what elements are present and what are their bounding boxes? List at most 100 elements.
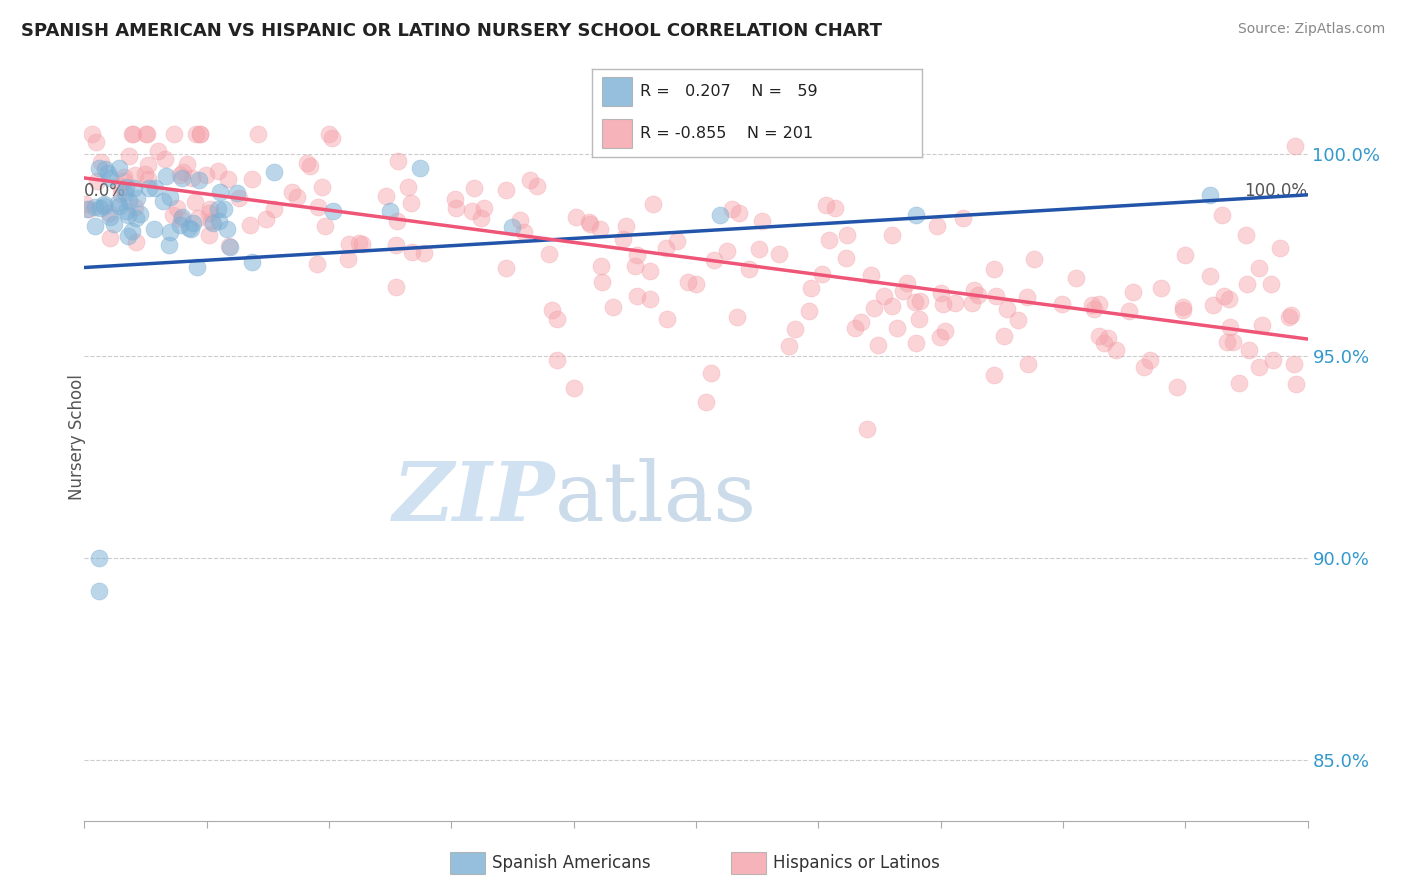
Point [318, 128, 340, 142]
Point [1173, 300, 1195, 314]
Point [84, 135, 107, 149]
Point [1083, 302, 1105, 317]
Point [219, 240, 242, 254]
Point [349, 235, 371, 250]
Point [908, 293, 931, 308]
Point [537, 247, 560, 261]
Point [1092, 335, 1115, 350]
Point [880, 299, 903, 313]
Point [90, 154, 112, 169]
Point [727, 206, 749, 220]
Point [905, 208, 928, 222]
Point [1250, 318, 1272, 332]
Point [186, 128, 208, 142]
Point [114, 186, 136, 200]
Point [115, 180, 138, 194]
Y-axis label: Nursery School: Nursery School [69, 374, 86, 500]
Point [1064, 271, 1087, 285]
Point [183, 195, 205, 210]
Point [170, 212, 193, 227]
Point [242, 254, 264, 268]
Point [943, 296, 966, 310]
Point [299, 159, 322, 173]
Point [73, 197, 96, 211]
Point [143, 181, 166, 195]
Point [815, 198, 838, 212]
Point [159, 225, 181, 239]
Point [1122, 285, 1144, 300]
Point [169, 168, 191, 182]
Point [1105, 343, 1128, 358]
Point [1237, 343, 1260, 358]
Point [100, 210, 122, 224]
Point [83, 219, 105, 234]
Point [1052, 297, 1074, 311]
Point [135, 128, 157, 142]
Point [638, 293, 661, 307]
Point [526, 179, 548, 194]
Point [239, 219, 262, 233]
Point [768, 247, 790, 261]
Point [190, 128, 212, 142]
Point [837, 228, 859, 243]
Point [1015, 290, 1038, 304]
Point [207, 202, 229, 216]
Point [655, 311, 678, 326]
Point [350, 236, 373, 251]
Text: 0.0%: 0.0% [84, 182, 127, 201]
Point [1081, 297, 1104, 311]
Point [314, 219, 336, 233]
Point [1007, 313, 1029, 327]
Point [198, 202, 221, 217]
Point [186, 260, 208, 274]
Point [925, 219, 948, 234]
Point [134, 167, 156, 181]
Point [107, 199, 129, 213]
Point [166, 201, 188, 215]
Point [1118, 304, 1140, 318]
Point [115, 204, 138, 219]
Point [591, 275, 613, 289]
Point [117, 208, 139, 222]
Point [412, 246, 434, 260]
Point [387, 153, 409, 168]
Point [1198, 187, 1220, 202]
Point [472, 202, 495, 216]
Point [138, 181, 160, 195]
Point [589, 222, 612, 236]
Point [179, 221, 201, 235]
Point [502, 220, 524, 235]
Point [1279, 308, 1302, 322]
Point [127, 191, 149, 205]
Point [1198, 268, 1220, 283]
Point [1218, 292, 1240, 306]
Point [118, 149, 141, 163]
Point [240, 172, 263, 186]
Point [1088, 328, 1111, 343]
Point [1171, 303, 1194, 318]
Point [778, 339, 800, 353]
Point [263, 165, 285, 179]
Point [1270, 241, 1292, 255]
Point [984, 289, 1007, 303]
Point [748, 242, 770, 256]
Point [541, 303, 564, 318]
Point [172, 165, 194, 179]
Point [952, 211, 974, 225]
Point [208, 214, 231, 228]
Point [212, 202, 235, 217]
Point [1284, 139, 1306, 153]
Point [110, 178, 132, 193]
Point [859, 268, 882, 282]
Point [886, 321, 908, 335]
Point [76, 202, 98, 216]
Point [152, 194, 174, 209]
Point [1216, 335, 1239, 350]
Point [1017, 358, 1039, 372]
Point [983, 262, 1005, 277]
Point [1024, 252, 1046, 267]
Point [247, 128, 270, 142]
Point [380, 204, 402, 219]
Point [202, 216, 225, 230]
Point [896, 276, 918, 290]
